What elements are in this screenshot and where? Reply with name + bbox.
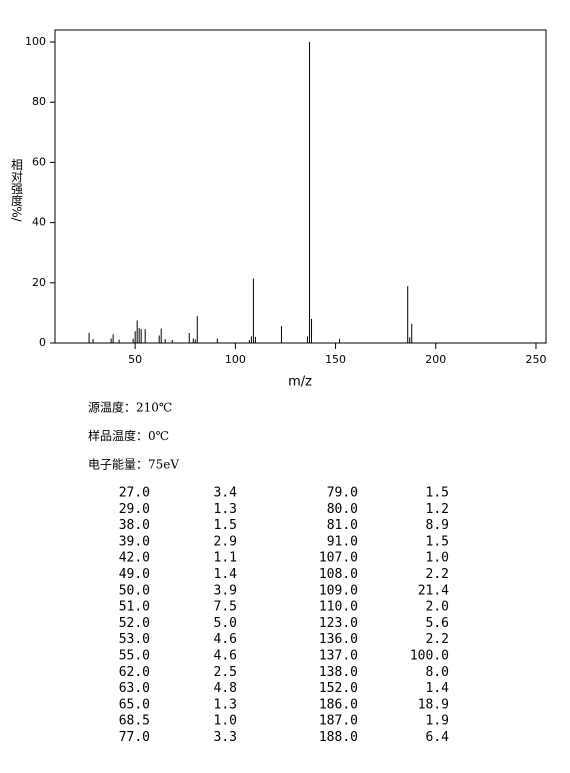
table-cell: 186.0 (319, 697, 358, 712)
table-cell: 136.0 (319, 632, 358, 647)
x-axis-label: m/z (288, 375, 312, 390)
table-cell: 1.0 (214, 714, 237, 729)
table-cell: 77.0 (119, 730, 150, 745)
table-cell: 100.0 (410, 649, 449, 664)
table-cell: 1.3 (214, 697, 237, 712)
table-cell: 5.0 (214, 616, 237, 631)
table-cell: 138.0 (319, 665, 358, 680)
table-cell: 3.9 (214, 583, 237, 598)
table-cell: 29.0 (119, 502, 150, 517)
x-tick-label: 150 (325, 353, 346, 366)
y-tick-label: 100 (25, 35, 46, 48)
table-cell: 80.0 (327, 502, 358, 517)
table-cell: 1.0 (426, 551, 449, 566)
table-cell: 68.5 (119, 714, 150, 729)
table-cell: 2.2 (426, 567, 449, 582)
table-cell: 1.5 (426, 534, 449, 549)
y-axis-label: 相对强度%/ (10, 158, 24, 223)
table-cell: 109.0 (319, 583, 358, 598)
table-cell: 1.4 (426, 681, 450, 696)
table-cell: 21.4 (418, 583, 449, 598)
table-cell: 50.0 (119, 583, 150, 598)
y-tick-label: 20 (32, 276, 46, 289)
table-cell: 8.0 (426, 665, 449, 680)
table-cell: 38.0 (119, 518, 150, 533)
table-cell: 5.6 (426, 616, 449, 631)
x-tick-label: 250 (525, 353, 546, 366)
table-cell: 2.0 (426, 600, 449, 615)
table-cell: 27.0 (119, 486, 150, 501)
table-cell: 53.0 (119, 632, 150, 647)
table-cell: 42.0 (119, 551, 150, 566)
table-cell: 7.5 (214, 600, 237, 615)
plot-frame (54, 29, 547, 344)
table-cell: 4.6 (214, 649, 237, 664)
y-tick-label: 0 (39, 336, 46, 349)
table-cell: 1.4 (214, 567, 238, 582)
table-cell: 4.6 (214, 632, 237, 647)
x-tick-label: 200 (425, 353, 446, 366)
table-cell: 137.0 (319, 649, 358, 664)
y-tick-label: 60 (32, 155, 46, 168)
table-cell: 55.0 (119, 649, 150, 664)
condition: 电子能量：75eV (88, 458, 179, 472)
table-cell: 51.0 (119, 600, 150, 615)
table-cell: 107.0 (319, 551, 358, 566)
table-cell: 110.0 (319, 600, 358, 615)
table-cell: 62.0 (119, 665, 150, 680)
table-cell: 6.4 (426, 730, 450, 745)
table-cell: 2.9 (214, 534, 237, 549)
condition: 源温度：210℃ (88, 400, 172, 415)
table-cell: 91.0 (327, 534, 358, 549)
table-cell: 1.5 (214, 518, 237, 533)
y-tick-label: 40 (32, 216, 46, 229)
table-cell: 79.0 (327, 486, 358, 501)
condition: 样品温度：0℃ (88, 428, 169, 443)
x-tick-label: 100 (225, 353, 246, 366)
table-cell: 1.5 (426, 486, 449, 501)
table-cell: 3.3 (214, 730, 237, 745)
table-cell: 8.9 (426, 518, 449, 533)
table-cell: 81.0 (327, 518, 358, 533)
table-cell: 49.0 (119, 567, 150, 582)
table-cell: 1.3 (214, 502, 237, 517)
table-cell: 39.0 (119, 534, 150, 549)
table-cell: 18.9 (418, 697, 449, 712)
table-cell: 152.0 (319, 681, 358, 696)
table-cell: 65.0 (119, 697, 150, 712)
table-cell: 108.0 (319, 567, 358, 582)
table-cell: 63.0 (119, 681, 150, 696)
table-cell: 2.5 (214, 665, 237, 680)
table-cell: 1.9 (426, 714, 449, 729)
x-tick-label: 50 (128, 353, 142, 366)
table-cell: 1.1 (214, 551, 237, 566)
table-cell: 4.8 (214, 681, 237, 696)
y-tick-label: 80 (32, 95, 46, 108)
table-cell: 123.0 (319, 616, 358, 631)
table-cell: 52.0 (119, 616, 150, 631)
table-cell: 1.2 (426, 502, 449, 517)
table-cell: 187.0 (319, 714, 358, 729)
table-cell: 3.4 (214, 486, 238, 501)
table-cell: 2.2 (426, 632, 449, 647)
table-cell: 188.0 (319, 730, 358, 745)
